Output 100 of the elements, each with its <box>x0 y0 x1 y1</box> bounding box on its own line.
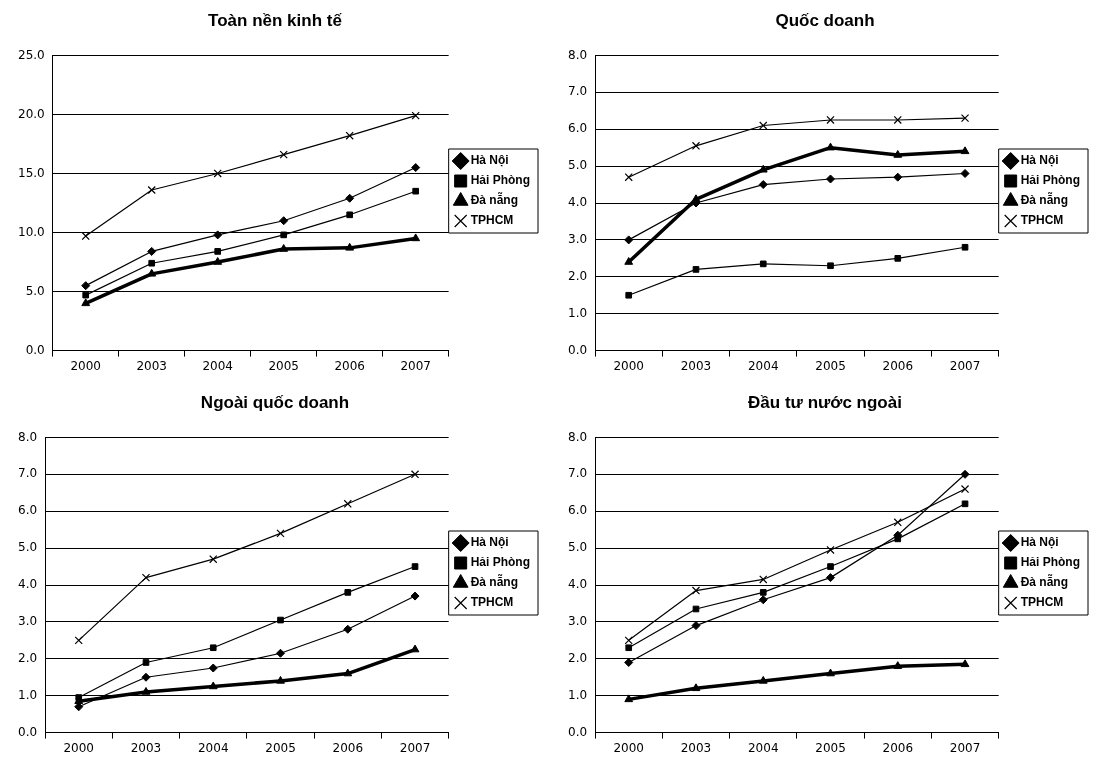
y-tick-label: 1.0 <box>567 305 588 320</box>
legend-label: TPHCM <box>470 595 514 610</box>
point <box>960 113 970 123</box>
y-tick-label: 3.0 <box>567 232 588 247</box>
point <box>411 163 421 173</box>
point <box>960 484 970 494</box>
point <box>148 259 156 267</box>
y-tick-label: 1.0 <box>567 687 588 702</box>
point <box>410 591 420 601</box>
point <box>82 291 90 299</box>
point <box>345 131 354 140</box>
x-tick-label: 2005 <box>815 358 846 373</box>
point <box>960 168 970 178</box>
point <box>279 216 289 226</box>
point <box>209 644 217 652</box>
point <box>142 659 150 666</box>
point <box>960 659 970 668</box>
legend-label: Đà nẵng <box>1020 192 1069 208</box>
point <box>276 648 286 658</box>
point <box>147 268 157 277</box>
y-tick-label: 3.0 <box>17 614 38 629</box>
y-tick-label: 7.0 <box>17 466 38 481</box>
y-tick-label: 0.0 <box>17 724 38 739</box>
chart-title: Toàn nền kinh tế <box>208 10 343 30</box>
legend-label: Hải Phòng <box>470 173 531 188</box>
point <box>625 644 633 652</box>
point <box>826 142 835 151</box>
y-tick-label: 8.0 <box>567 47 588 62</box>
point <box>213 169 222 178</box>
point <box>691 586 701 595</box>
x-tick-label: 2006 <box>882 358 914 373</box>
x-tick-label: 2007 <box>949 740 981 755</box>
point <box>147 185 156 195</box>
x-tick-label: 2003 <box>130 740 162 755</box>
y-tick-label: 25.0 <box>18 47 45 62</box>
point <box>411 111 420 120</box>
point <box>208 663 218 673</box>
point <box>826 573 836 583</box>
point <box>345 193 355 203</box>
y-tick-label: 2.0 <box>17 650 38 665</box>
point <box>81 281 91 291</box>
point <box>893 115 902 125</box>
point <box>624 235 634 245</box>
point <box>214 248 222 255</box>
point <box>827 563 834 570</box>
point <box>960 146 970 155</box>
point <box>74 636 83 645</box>
point <box>209 555 218 564</box>
point <box>279 150 288 159</box>
y-tick-label: 4.0 <box>567 195 588 210</box>
point <box>961 500 969 508</box>
y-tick-label: 20.0 <box>18 106 45 121</box>
point <box>827 262 834 270</box>
y-tick-label: 4.0 <box>17 577 38 592</box>
legend-label: Hải Phòng <box>1020 173 1081 188</box>
legend-label: Hà Nội <box>470 153 509 168</box>
legend-label: Hà Nội <box>1020 535 1059 550</box>
point <box>758 180 768 190</box>
point <box>961 243 969 251</box>
legend-label: TPHCM <box>470 213 514 228</box>
legend-label: Đà nẵng <box>470 574 519 590</box>
point <box>893 518 902 527</box>
point <box>759 575 768 584</box>
point <box>346 211 354 219</box>
y-tick-label: 6.0 <box>17 503 38 518</box>
legend-label: Hà Nội <box>470 535 509 550</box>
y-tick-label: 5.0 <box>567 540 588 555</box>
point <box>279 244 289 252</box>
y-tick-label: 8.0 <box>567 429 588 444</box>
x-tick-label: 2000 <box>63 740 94 755</box>
chart-title: Đầu tư nước ngoài <box>748 392 902 412</box>
point <box>411 563 419 570</box>
y-tick-label: 4.0 <box>567 577 588 592</box>
point <box>826 174 836 184</box>
point <box>280 231 288 239</box>
legend-label: TPHCM <box>1020 595 1064 610</box>
point <box>826 115 835 125</box>
point <box>343 624 353 634</box>
point <box>893 172 903 182</box>
point <box>410 644 420 653</box>
point <box>826 545 835 555</box>
point <box>692 266 700 273</box>
x-tick-label: 2003 <box>680 358 712 373</box>
point <box>624 257 634 265</box>
point <box>411 233 421 242</box>
point <box>893 150 903 158</box>
chart-title: Ngoài quốc doanh <box>200 392 350 412</box>
x-tick-label: 2006 <box>332 740 364 755</box>
legend-label: Hải Phòng <box>470 555 531 570</box>
point <box>410 470 420 479</box>
point <box>624 636 633 645</box>
point <box>147 246 157 256</box>
y-tick-label: 3.0 <box>567 614 588 629</box>
point <box>624 173 633 182</box>
y-tick-label: 15.0 <box>18 165 45 180</box>
y-tick-label: 0.0 <box>567 342 588 357</box>
legend-label: Đà nẵng <box>1020 574 1069 590</box>
legend-label: Hải Phòng <box>1020 555 1081 570</box>
x-tick-label: 2004 <box>747 740 779 755</box>
point <box>758 595 768 605</box>
